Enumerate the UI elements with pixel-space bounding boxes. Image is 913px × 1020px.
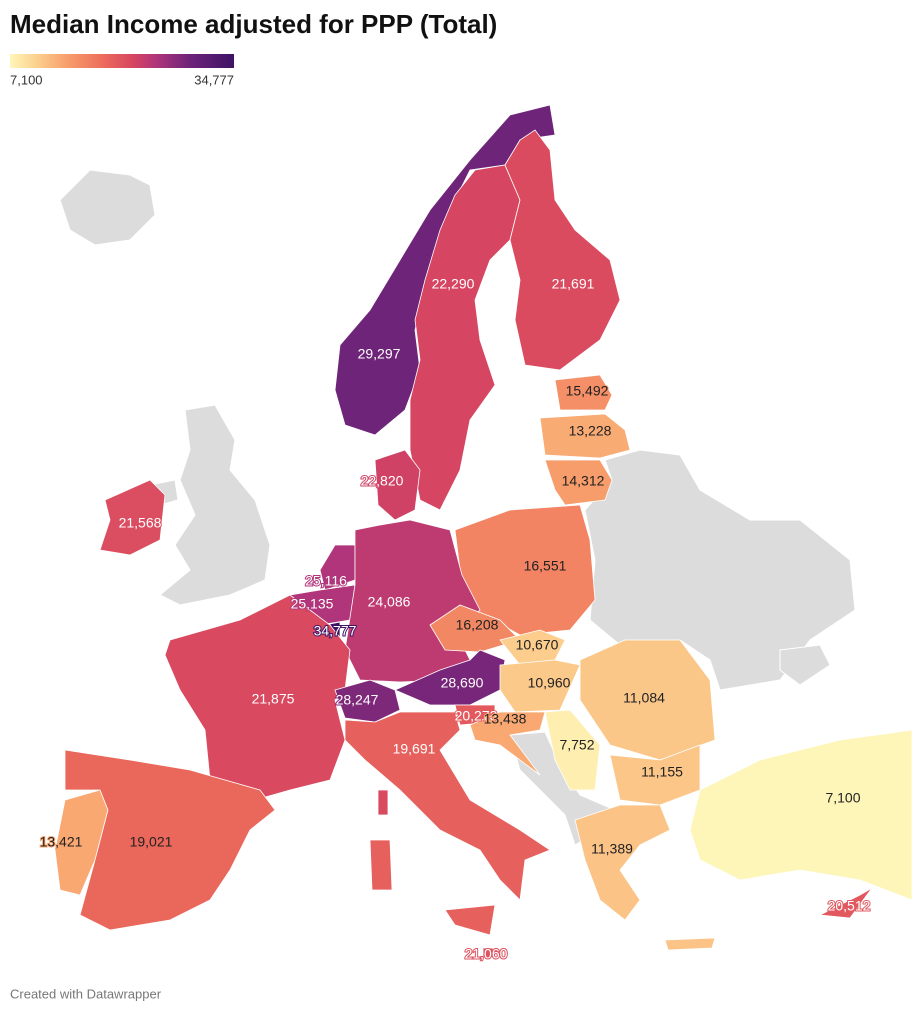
value-label: 16,208 <box>456 617 499 633</box>
value-label: 21,568 <box>119 515 162 531</box>
region <box>574 804 716 951</box>
iceland <box>59 169 156 246</box>
value-label: 22,820 <box>361 473 404 489</box>
value-label: 14,312 <box>562 473 605 489</box>
value-label: 25,135 <box>291 596 334 612</box>
regions <box>54 104 913 958</box>
region <box>544 709 601 791</box>
value-label: 11,155 <box>641 764 683 780</box>
region <box>164 594 389 816</box>
legend-min-label: 7,100 <box>10 72 43 87</box>
region <box>579 639 716 761</box>
region <box>539 413 631 459</box>
value-label: 10,960 <box>528 675 571 691</box>
value-label: 13,438 <box>484 711 527 727</box>
region <box>689 729 913 901</box>
value-label: 19,691 <box>393 741 436 757</box>
value-label: 19,021 <box>130 834 173 850</box>
crimea <box>779 644 831 686</box>
value-labels: 29,297 22,290 21,691 15,492 13,228 14,312 22,8… <box>39 275 872 963</box>
region <box>544 459 613 506</box>
value-label: 21,875 <box>252 691 295 707</box>
value-label: 28,247 <box>336 692 379 708</box>
value-label: 21,691 <box>552 276 595 292</box>
region <box>482 947 494 958</box>
region <box>818 887 873 919</box>
value-label: 34,777 <box>314 623 357 639</box>
region <box>499 659 581 713</box>
value-label: 13,228 <box>569 423 612 439</box>
region <box>99 479 166 556</box>
map-title: Median Income adjusted for PPP (Total) <box>10 9 497 39</box>
region <box>344 711 551 936</box>
value-label: 20,512 <box>828 898 871 914</box>
value-label: 21,060 <box>465 946 508 962</box>
value-label: 22,290 <box>432 276 475 292</box>
great-britain <box>159 404 271 606</box>
value-label: 11,084 <box>623 690 665 706</box>
value-label: 15,492 <box>566 383 609 399</box>
region <box>469 711 546 776</box>
region <box>504 129 621 371</box>
legend-gradient <box>10 54 234 68</box>
region <box>334 679 401 723</box>
region <box>374 449 421 521</box>
value-label: 24,086 <box>368 594 411 610</box>
value-label: 7,100 <box>825 790 860 806</box>
value-label: 29,297 <box>358 346 401 362</box>
legend-max-label: 34,777 <box>194 72 234 87</box>
value-label: 10,670 <box>516 637 559 653</box>
value-label: 7,752 <box>559 737 594 753</box>
value-label: 16,551 <box>524 558 567 574</box>
region <box>554 374 613 411</box>
value-label: 13,421 <box>40 834 83 850</box>
value-label: 11,389 <box>591 841 633 857</box>
credit: Created with Datawrapper <box>10 986 162 1001</box>
value-label: 25,116 <box>305 573 347 589</box>
value-label: 20,273 <box>455 708 498 724</box>
eastern-europe <box>584 449 856 691</box>
region <box>394 649 506 706</box>
value-label: 28,690 <box>441 675 484 691</box>
region <box>64 749 276 931</box>
region <box>499 629 566 666</box>
